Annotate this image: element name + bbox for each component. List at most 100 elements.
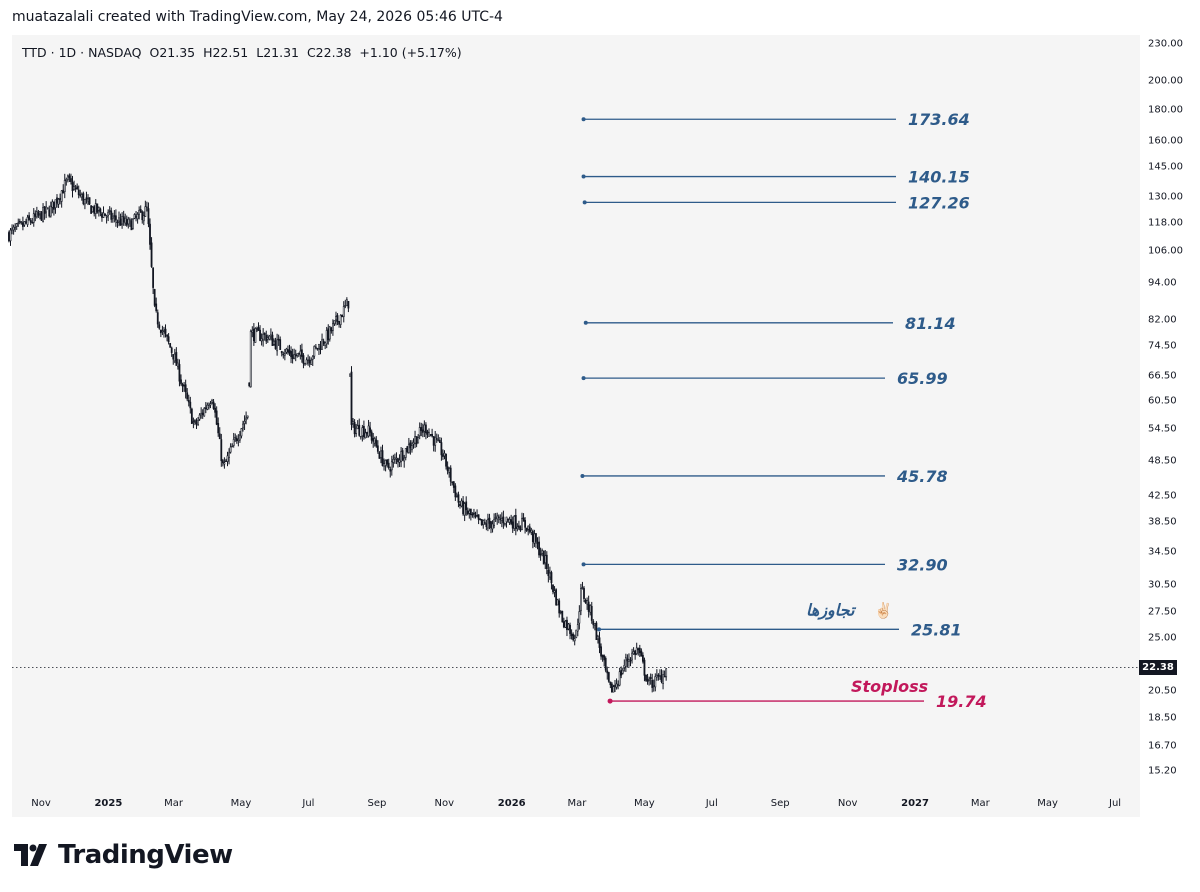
candle-body	[570, 633, 573, 637]
candle-body	[183, 385, 186, 387]
candle-body	[332, 323, 334, 331]
candle-body	[471, 513, 474, 516]
candle-body	[356, 425, 359, 430]
candle-body	[607, 672, 610, 682]
candle-body	[23, 221, 26, 226]
candle-body	[53, 201, 55, 210]
candle-body	[71, 182, 74, 192]
candle-body	[395, 457, 398, 460]
candle-body	[249, 331, 252, 388]
candle-body	[215, 410, 218, 425]
candle-body	[266, 337, 269, 340]
candle-body	[220, 439, 223, 462]
candle-body	[102, 212, 105, 218]
high-value: 22.51	[212, 45, 249, 60]
candle-body	[621, 669, 624, 674]
time-tick: Mar	[164, 798, 184, 809]
candle-body	[367, 425, 370, 437]
candle-body	[497, 516, 500, 519]
candle-body	[555, 589, 558, 606]
candle-body	[504, 523, 506, 525]
candle-body	[273, 340, 275, 345]
candle-body	[583, 588, 585, 599]
candle-body	[466, 510, 469, 515]
candle-body	[90, 205, 93, 214]
candle-body	[270, 334, 272, 338]
candle-body	[229, 446, 232, 453]
candle-body	[262, 333, 265, 341]
candle-body	[84, 199, 86, 205]
candle-body	[212, 401, 215, 409]
candle-body	[107, 211, 110, 216]
candle-body	[66, 175, 69, 180]
candle-body	[232, 439, 235, 446]
candle-body	[345, 299, 348, 307]
candle-body	[432, 436, 435, 446]
candle-body	[239, 434, 241, 441]
open-value: 21.35	[159, 45, 196, 60]
candle-body	[34, 213, 37, 217]
candle-body	[115, 215, 117, 221]
candle-body	[177, 362, 179, 368]
candle-body	[245, 417, 248, 421]
candle-body	[451, 481, 454, 484]
candle-body	[276, 339, 279, 352]
candle-body	[158, 324, 161, 329]
candle-body	[638, 647, 641, 654]
candle-body	[279, 339, 282, 350]
candle-body	[347, 300, 350, 309]
candle-body	[657, 674, 660, 677]
candle-body	[316, 347, 319, 350]
candle-body	[282, 353, 285, 356]
time-tick: 2025	[94, 798, 123, 809]
candle-body	[567, 623, 570, 630]
candle-body	[110, 210, 113, 220]
candle-body	[153, 289, 156, 306]
candle-body	[659, 675, 661, 677]
candle-body	[431, 434, 434, 437]
chart-panel[interactable]	[12, 35, 1140, 817]
candle-body	[544, 555, 547, 564]
candle-body	[505, 516, 508, 523]
candle-body	[620, 670, 623, 676]
candle-body	[20, 221, 23, 224]
candle-body	[476, 514, 478, 517]
target-level-anchor	[581, 174, 586, 179]
price-axis[interactable]	[1140, 35, 1200, 817]
candle-body	[383, 463, 385, 467]
candle-body	[256, 328, 258, 330]
candle-body	[144, 206, 147, 217]
candle-body	[604, 658, 607, 671]
candle-body	[480, 519, 483, 526]
candle-body	[128, 219, 131, 221]
candle-body	[662, 674, 664, 684]
candle-body	[637, 648, 640, 651]
candle-body	[617, 684, 620, 686]
candle-body	[268, 335, 271, 340]
price-tick: 30.50	[1148, 579, 1177, 591]
candle-body	[389, 469, 392, 472]
candle-body	[96, 203, 99, 213]
change-value: +1.10 (+5.17%)	[359, 45, 462, 60]
candle-body	[208, 405, 210, 408]
candle-body	[200, 413, 203, 416]
candle-body	[375, 439, 378, 447]
candle-body	[223, 462, 226, 465]
candle-body	[25, 221, 27, 224]
candle-body	[390, 461, 393, 471]
low-label: L	[256, 45, 264, 60]
candle-body	[127, 218, 130, 225]
candle-body	[580, 588, 582, 612]
candle-body	[386, 459, 389, 465]
candle-body	[307, 359, 310, 361]
candle-body	[533, 533, 536, 544]
candle-body	[421, 429, 424, 433]
candle-body	[575, 629, 578, 638]
price-tick: 230.00	[1148, 38, 1183, 50]
candle-body	[349, 373, 351, 377]
candle-body	[363, 426, 365, 437]
candle-body	[296, 353, 299, 356]
candle-body	[260, 338, 263, 342]
candle-body	[65, 178, 68, 182]
